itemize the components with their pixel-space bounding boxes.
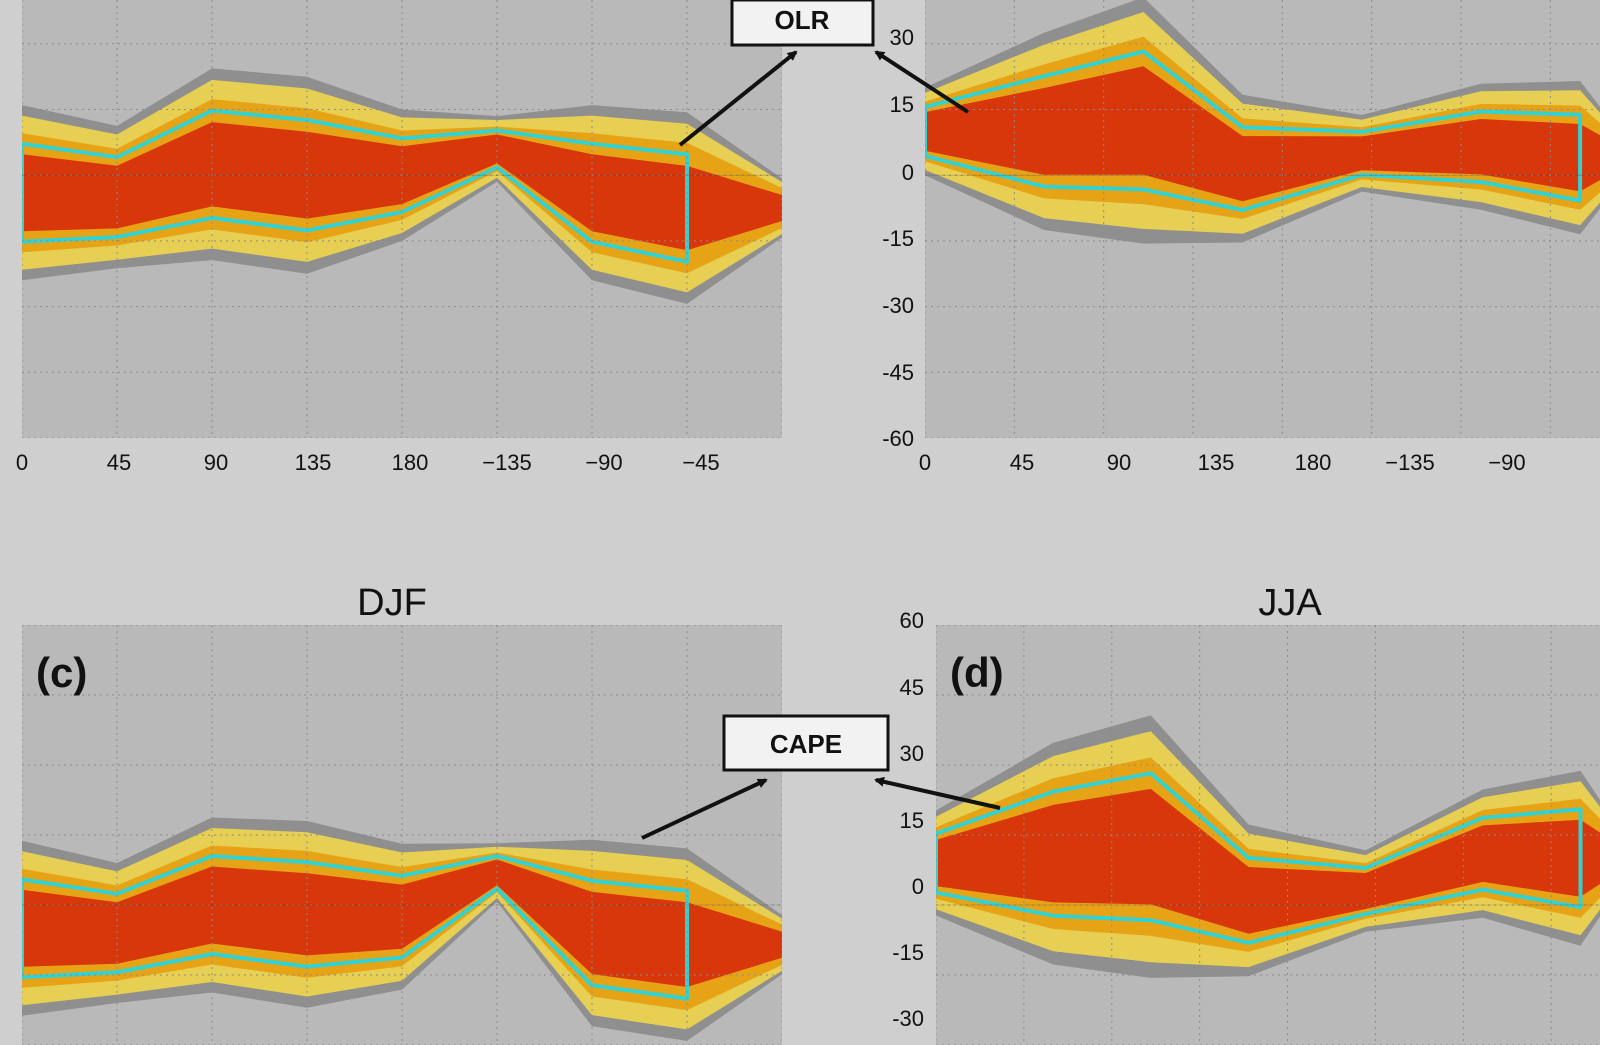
y-tick-label: 0 [902,160,914,185]
olr-box [730,0,875,47]
y-tick-label: 45 [900,675,924,700]
cape-arrow-right [874,776,1001,810]
x-tick-label: 45 [1010,450,1034,475]
cape-annotation: CAPE [641,714,1001,840]
y-tick-label: 30 [890,25,914,50]
map-content [925,0,1600,438]
x-tick-label: 0 [16,450,28,475]
panel-a: 0 45 90 135 180 −135 −90 −45 [16,0,782,475]
panel-title: JJA [1258,582,1322,624]
x-tick-label: −45 [682,450,719,475]
panel-title: DJF [357,582,427,624]
panel-b: 0 45 90 135 180 −135 −90 30 15 0 -15 -30 -45 -60 [882,0,1600,475]
map-content [22,625,782,1045]
y-tick-label: 0 [912,874,924,899]
x-tick-label: 180 [1295,450,1332,475]
y-tick-label: 15 [900,808,924,833]
y-tick-label: -15 [892,940,924,965]
cape-arrow-left [641,778,768,840]
y-tick-label: 60 [900,608,924,633]
y-tick-label: -45 [882,360,914,385]
x-tick-label: 0 [919,450,931,475]
y-tick-label: 30 [900,741,924,766]
map-content [936,625,1600,1045]
panel-c: DJF (c) [22,582,782,1045]
y-tick-label: -60 [882,426,914,451]
olr-label: OLR [775,5,830,35]
cape-contour [936,771,1583,945]
x-tick-label: 135 [295,450,332,475]
olr-annotation: OLR [678,0,970,147]
panel-label: (c) [36,649,87,696]
x-tick-label: 90 [1107,450,1131,475]
map-content [22,0,782,438]
y-tick-label: -30 [882,293,914,318]
band-red [936,788,1600,934]
x-tick-label: 45 [107,450,131,475]
olr-arrow-right [874,50,970,114]
x-tick-label: 90 [204,450,228,475]
panel-d: 60 45 30 15 0 -15 -30 JJA (d) [892,582,1600,1045]
y-tick-label: 15 [890,92,914,117]
cape-contour [925,49,1583,212]
band-red [925,66,1600,202]
panel-label: (d) [950,649,1004,696]
cape-box [722,714,890,772]
cape-label: CAPE [770,729,842,759]
x-tick-label: −135 [1385,450,1435,475]
y-tick-label: -30 [892,1006,924,1031]
x-tick-label: −90 [1488,450,1525,475]
x-tick-label: −90 [585,450,622,475]
x-tick-label: −135 [482,450,532,475]
x-tick-label: 135 [1198,450,1235,475]
x-tick-label: 180 [392,450,429,475]
cape-contour [22,108,689,264]
y-tick-label: -15 [882,226,914,251]
olr-arrow-left [678,50,798,147]
